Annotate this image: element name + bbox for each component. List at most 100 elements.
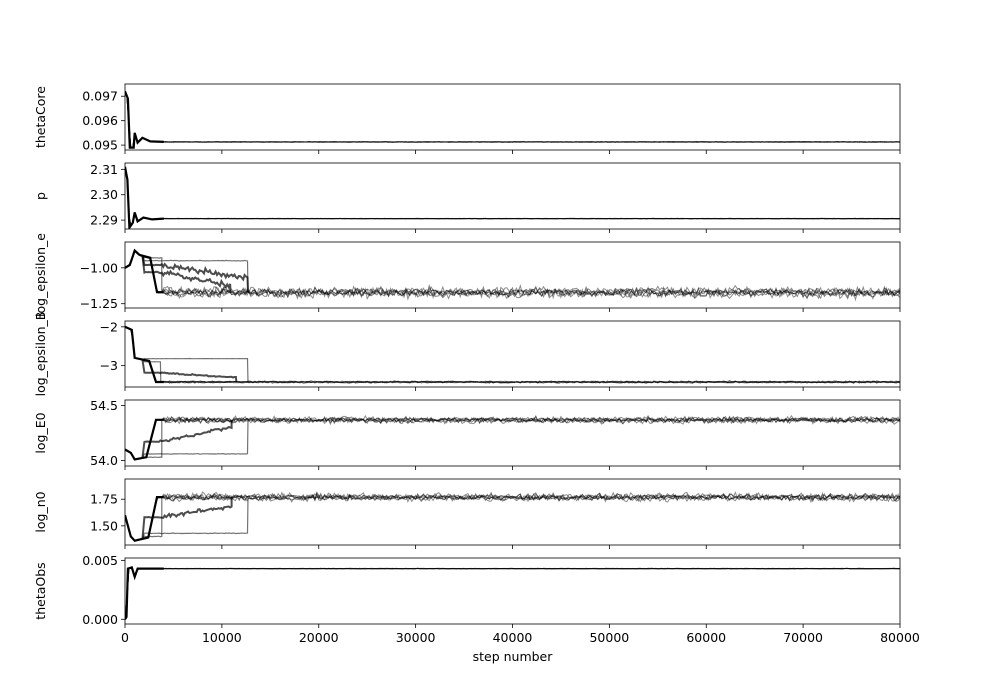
walker-trace	[125, 415, 900, 461]
y-axis-label: p	[33, 192, 48, 200]
x-tick-label: 10000	[202, 630, 242, 645]
walker-trace	[125, 249, 900, 299]
trace-panel-log_epsilon_e: −1.00 −1.25 log_epsilon_e	[33, 233, 901, 317]
walker-trace	[125, 567, 900, 620]
stuck-walker-trace	[141, 359, 162, 383]
walker-transient	[125, 566, 164, 620]
walker-trace	[125, 326, 900, 384]
walker-trace	[125, 326, 900, 384]
walker-trace	[125, 91, 900, 148]
walker-trace	[125, 415, 900, 461]
y-tick-label: 1.75	[90, 492, 118, 507]
walker-trace	[125, 249, 900, 298]
stuck-walker-trace	[141, 359, 238, 383]
y-axis-label: thetaCore	[33, 86, 48, 148]
y-tick-label: −2	[100, 319, 118, 334]
trace-panel-thetaObs: 0.000 0.005 thetaObs	[33, 553, 901, 628]
stuck-walker-trace	[141, 255, 249, 293]
walker-trace	[125, 416, 900, 461]
walker-trace	[125, 567, 900, 620]
x-tick-label: 80000	[880, 630, 920, 645]
y-tick-label: 2.30	[90, 187, 118, 202]
walker-trace	[125, 249, 900, 299]
y-tick-label: 0.095	[82, 138, 118, 153]
walker-trace	[125, 491, 900, 542]
y-axis-label: log_epsilon_e	[33, 233, 48, 317]
panel-frame	[124, 83, 901, 151]
walker-trace	[125, 166, 900, 227]
walker-trace	[125, 326, 900, 385]
y-tick-label: 54.5	[90, 398, 118, 413]
y-axis-label: thetaObs	[33, 562, 48, 619]
x-tick-label: 40000	[493, 630, 533, 645]
y-axis-label: log_E0	[33, 412, 48, 453]
y-tick-label: 2.31	[90, 162, 118, 177]
walker-transient	[125, 325, 164, 384]
walker-transient	[125, 248, 164, 294]
walker-trace	[125, 414, 900, 460]
stuck-walker-trace	[141, 419, 233, 459]
walker-trace	[125, 91, 900, 149]
stuck-walker-trace	[141, 419, 249, 459]
y-tick-label: 0.005	[82, 553, 118, 568]
trace-panel-p: 2.29 2.30 2.31 p	[33, 162, 901, 233]
stuck-walker-trace	[142, 357, 249, 383]
walker-trace	[125, 166, 900, 227]
x-tick-label: 60000	[686, 630, 726, 645]
walker-trace	[125, 91, 900, 149]
y-tick-label: 1.50	[90, 518, 118, 533]
walker-trace	[125, 567, 900, 620]
trace-panel-log_epsilon_B: −2 −3 log_epsilon_B	[33, 312, 901, 397]
stuck-walker-trace	[141, 255, 249, 293]
stuck-walker-trace	[141, 497, 249, 540]
stuck-walker-trace	[141, 497, 233, 540]
walker-trace	[125, 326, 900, 384]
walker-transient	[125, 90, 164, 149]
x-tick-label: 50000	[589, 630, 629, 645]
y-tick-label: 0.097	[82, 89, 118, 104]
x-tick-label: 0	[121, 630, 129, 645]
y-tick-label: 0.096	[82, 113, 118, 128]
stuck-walker-trace	[141, 255, 232, 293]
walker-trace	[125, 250, 900, 300]
walker-trace	[125, 250, 900, 300]
panel-frame	[124, 478, 901, 546]
walker-trace	[125, 492, 900, 542]
walker-trace	[125, 492, 900, 542]
panel-frame	[124, 241, 901, 309]
y-tick-label: 0.000	[82, 612, 118, 627]
walker-trace	[125, 166, 900, 227]
y-tick-label: 54.0	[90, 453, 118, 468]
trace-panel-thetaCore: 0.095 0.096 0.097 thetaCore	[33, 83, 901, 154]
x-tick-label: 20000	[299, 630, 339, 645]
walker-trace	[125, 415, 900, 460]
walker-trace	[125, 567, 900, 620]
walker-trace	[125, 567, 900, 620]
y-axis-label: log_epsilon_B	[33, 312, 48, 397]
walker-trace	[125, 91, 900, 148]
trace-panel-log_n0: 1.50 1.75 log_n0	[33, 478, 901, 549]
panel-frame	[124, 320, 901, 388]
walker-transient	[125, 496, 164, 542]
x-tick-label: 30000	[396, 630, 436, 645]
stuck-walker-trace	[141, 497, 163, 540]
stuck-walker-trace	[142, 419, 163, 459]
y-axis-label: log_n0	[33, 491, 48, 532]
walker-trace	[125, 250, 900, 302]
walker-trace	[125, 415, 900, 460]
walker-transient	[125, 166, 164, 229]
walker-trace	[125, 491, 900, 542]
walker-trace	[125, 166, 900, 227]
y-tick-label: 2.29	[90, 213, 118, 228]
y-tick-label: −3	[100, 358, 118, 373]
walker-trace	[125, 326, 900, 384]
walker-trace	[125, 91, 900, 149]
panel-frame	[124, 399, 901, 467]
walker-trace	[125, 491, 900, 541]
y-tick-label: −1.25	[80, 296, 118, 311]
x-axis-label: step number	[473, 649, 554, 664]
walker-trace	[125, 91, 900, 149]
walker-trace	[125, 166, 900, 227]
x-tick-label: 70000	[783, 630, 823, 645]
walker-trace	[125, 326, 900, 384]
